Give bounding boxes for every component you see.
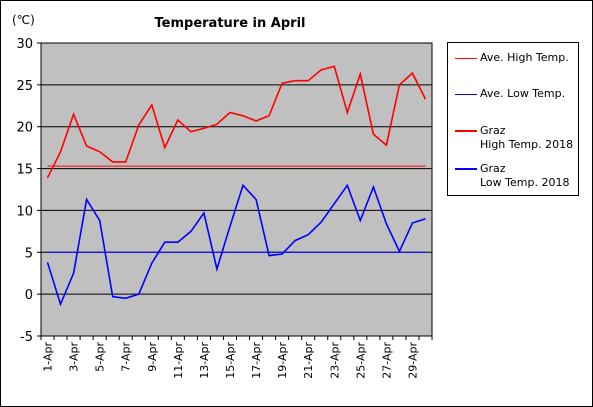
legend-item-ave-high: Ave. High Temp. <box>448 47 578 77</box>
legend-swatch-ave-high <box>455 58 477 59</box>
legend-swatch-ave-low <box>455 94 477 95</box>
x-tick-label: 1-Apr <box>42 342 55 372</box>
legend-label-graz-low: Graz Low Temp. 2018 <box>480 162 570 189</box>
x-tick-label: 25-Apr <box>354 342 367 379</box>
y-tick-label: 25 <box>16 79 33 94</box>
legend-label-graz-high: Graz High Temp. 2018 <box>480 124 574 151</box>
legend-label-ave-high: Ave. High Temp. <box>480 51 569 64</box>
legend-item-graz-high: Graz High Temp. 2018 <box>448 121 578 151</box>
x-tick-label: 7-Apr <box>120 342 133 372</box>
x-tick-label: 23-Apr <box>328 342 341 379</box>
legend-swatch-graz-low <box>455 168 477 170</box>
x-tick-label: 9-Apr <box>146 342 159 372</box>
legend-swatch-graz-high <box>455 130 477 132</box>
x-tick-label: 21-Apr <box>302 342 315 379</box>
legend: Ave. High Temp. Ave. Low Temp. Graz High… <box>447 42 579 196</box>
series-line-3 <box>46 183 426 307</box>
x-tick-label: 17-Apr <box>250 342 263 379</box>
y-tick-label: 5 <box>25 246 33 261</box>
legend-item-graz-low: Graz Low Temp. 2018 <box>448 159 578 189</box>
y-tick-label: 0 <box>25 288 33 303</box>
y-tick-label: 30 <box>16 37 33 52</box>
x-tick-label: 29-Apr <box>406 342 419 379</box>
x-tick-label: 19-Apr <box>276 342 289 379</box>
legend-label-ave-low: Ave. Low Temp. <box>480 87 566 100</box>
legend-item-ave-low: Ave. Low Temp. <box>448 83 578 113</box>
x-tick-label: 5-Apr <box>94 342 107 372</box>
x-tick-label: 3-Apr <box>68 342 81 372</box>
y-tick-label: 20 <box>16 121 33 136</box>
x-tick-label: 15-Apr <box>224 342 237 379</box>
x-tick-label: 11-Apr <box>172 342 185 379</box>
y-tick-label: 10 <box>16 204 33 219</box>
series-line-2 <box>46 65 427 179</box>
y-axis-unit-label: (℃) <box>12 13 35 27</box>
x-tick-label: 13-Apr <box>198 342 211 379</box>
y-tick-label: 15 <box>16 163 33 178</box>
chart-title: Temperature in April <box>154 16 306 31</box>
x-tick-label: 27-Apr <box>380 342 393 379</box>
plot-area <box>40 42 433 337</box>
y-tick-label: -5 <box>20 330 33 345</box>
